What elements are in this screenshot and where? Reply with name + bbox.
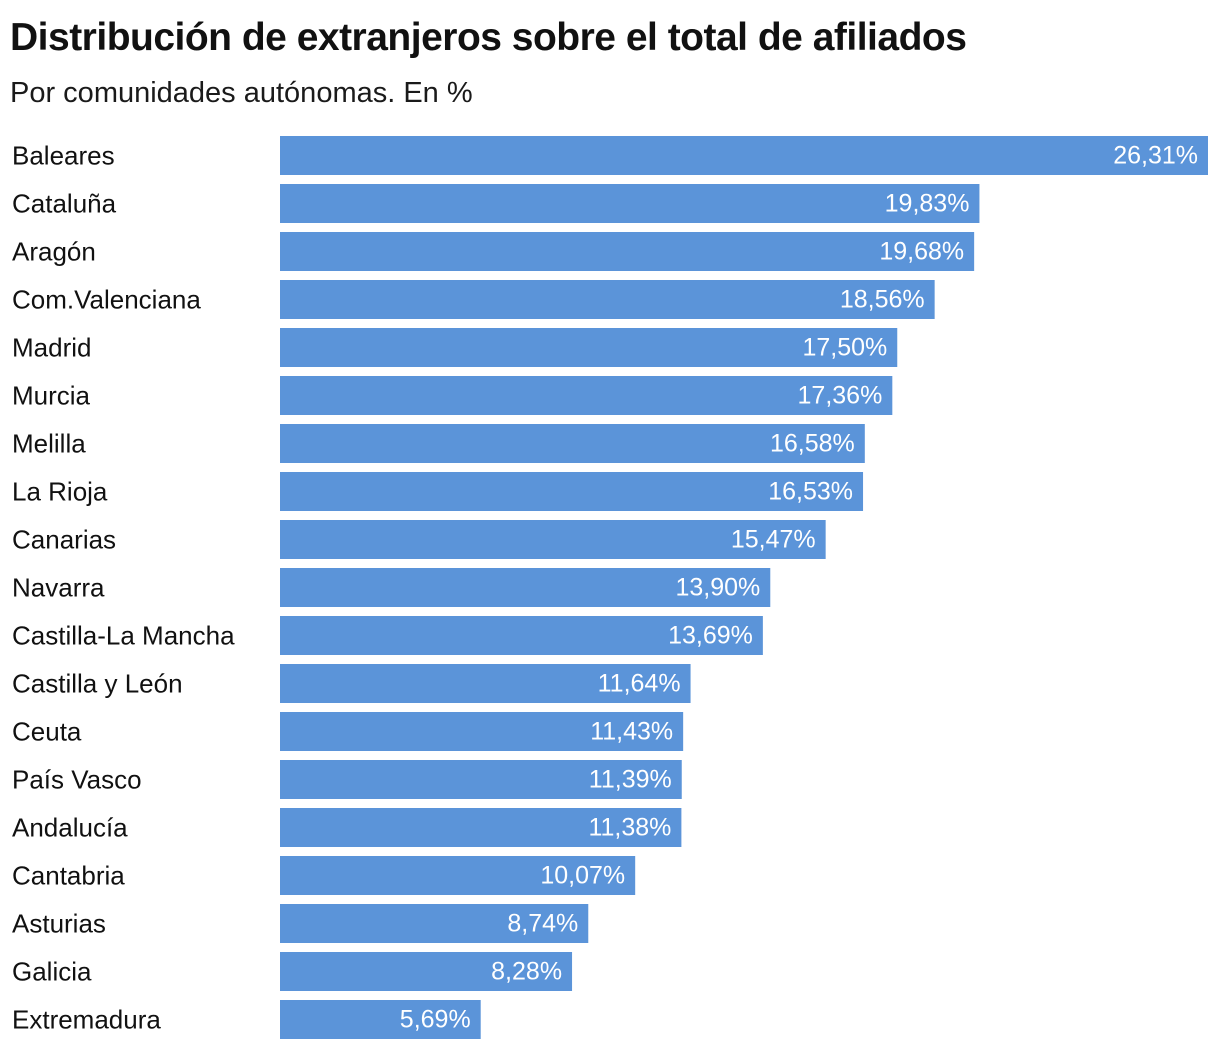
value-label: 5,69% bbox=[400, 1006, 471, 1034]
bar bbox=[280, 760, 682, 799]
bar bbox=[280, 616, 763, 655]
value-label: 17,50% bbox=[802, 334, 887, 362]
value-label: 17,36% bbox=[798, 382, 883, 410]
bar-row: Castilla y León 11,64% bbox=[12, 664, 691, 703]
value-label: 26,31% bbox=[1113, 142, 1198, 170]
chart-subtitle: Por comunidades autónomas. En % bbox=[10, 77, 473, 109]
category-label: Ceuta bbox=[12, 717, 82, 747]
category-label: La Rioja bbox=[12, 477, 108, 507]
value-label: 16,58% bbox=[770, 430, 855, 458]
bar bbox=[280, 184, 980, 223]
category-label: Madrid bbox=[12, 333, 91, 363]
bar bbox=[280, 232, 975, 271]
bar bbox=[280, 424, 865, 463]
category-label: Castilla-La Mancha bbox=[12, 621, 235, 651]
value-label: 11,39% bbox=[589, 766, 672, 794]
bar-row: Cataluña 19,83% bbox=[12, 184, 980, 223]
bar-row: Madrid 17,50% bbox=[12, 328, 898, 367]
bar-row: Andalucía 11,38% bbox=[12, 808, 682, 847]
bar-row: Asturias 8,74% bbox=[12, 904, 589, 943]
category-label: Castilla y León bbox=[12, 669, 183, 699]
bar-row: Com.Valenciana 18,56% bbox=[12, 280, 935, 319]
value-label: 8,28% bbox=[491, 958, 562, 986]
bar-row: País Vasco 11,39% bbox=[12, 760, 682, 799]
category-label: Extremadura bbox=[12, 1005, 161, 1035]
value-label: 15,47% bbox=[731, 526, 816, 554]
bar bbox=[280, 328, 898, 367]
value-label: 16,53% bbox=[768, 478, 853, 506]
category-label: Canarias bbox=[12, 525, 116, 555]
category-label: Aragón bbox=[12, 237, 96, 267]
bar bbox=[280, 472, 864, 511]
bar-row: Extremadura 5,69% bbox=[12, 1000, 481, 1039]
bar bbox=[280, 280, 935, 319]
bar bbox=[280, 520, 826, 559]
bar bbox=[280, 664, 691, 703]
category-label: Cataluña bbox=[12, 189, 117, 219]
value-label: 13,69% bbox=[668, 622, 753, 650]
bar bbox=[280, 136, 1208, 175]
bar-row: Aragón 19,68% bbox=[12, 232, 975, 271]
category-label: Andalucía bbox=[12, 813, 128, 843]
bar-row: La Rioja 16,53% bbox=[12, 472, 864, 511]
bar bbox=[280, 856, 636, 895]
category-label: Asturias bbox=[12, 909, 106, 939]
bar-row: Ceuta 11,43% bbox=[12, 712, 684, 751]
value-label: 8,74% bbox=[507, 910, 578, 938]
bar-row: Cantabria 10,07% bbox=[12, 856, 636, 895]
value-label: 19,68% bbox=[879, 238, 964, 266]
bar-row: Navarra 13,90% bbox=[12, 568, 771, 607]
bars-layer: Baleares 26,31% Cataluña 19,83% Aragón 19,68%… bbox=[12, 136, 1208, 1039]
value-label: 18,56% bbox=[840, 286, 925, 314]
category-label: Galicia bbox=[12, 957, 92, 987]
bar bbox=[280, 904, 589, 943]
category-label: Com.Valenciana bbox=[12, 285, 201, 315]
category-label: Navarra bbox=[12, 573, 105, 603]
bar-row: Baleares 26,31% bbox=[12, 136, 1208, 175]
category-label: Baleares bbox=[12, 141, 115, 171]
category-label: Murcia bbox=[12, 381, 91, 411]
value-label: 10,07% bbox=[540, 862, 625, 890]
category-label: Cantabria bbox=[12, 861, 125, 891]
value-label: 13,90% bbox=[675, 574, 760, 602]
value-label: 11,43% bbox=[590, 718, 673, 746]
bar bbox=[280, 568, 771, 607]
value-label: 19,83% bbox=[885, 190, 970, 218]
bar-row: Melilla 16,58% bbox=[12, 424, 865, 463]
value-label: 11,38% bbox=[588, 814, 671, 842]
chart-title: Distribución de extranjeros sobre el tot… bbox=[10, 16, 967, 59]
bar bbox=[280, 808, 682, 847]
bar-row: Castilla-La Mancha 13,69% bbox=[12, 616, 763, 655]
bar bbox=[280, 1000, 481, 1039]
bar bbox=[280, 376, 893, 415]
bar-row: Murcia 17,36% bbox=[12, 376, 893, 415]
category-label: Melilla bbox=[12, 429, 86, 459]
bar-row: Canarias 15,47% bbox=[12, 520, 826, 559]
bar bbox=[280, 712, 684, 751]
category-label: País Vasco bbox=[12, 765, 142, 795]
value-label: 11,64% bbox=[598, 670, 681, 698]
bar bbox=[280, 952, 573, 991]
bar-row: Galicia 8,28% bbox=[12, 952, 573, 991]
